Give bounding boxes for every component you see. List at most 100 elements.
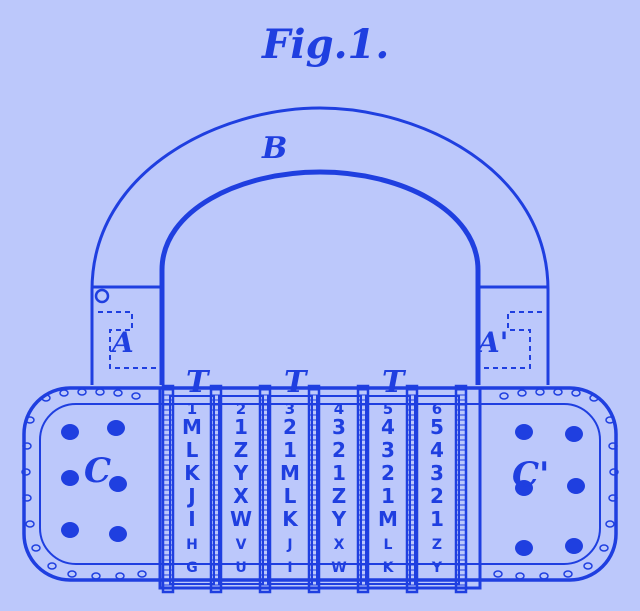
face-hole bbox=[515, 424, 533, 440]
wheel-letter: W bbox=[230, 507, 252, 531]
combination-wheels: 1MLKJIHG21ZYXWVU321MLKJI4321ZYXW54321MLK… bbox=[161, 384, 468, 594]
rivet bbox=[31, 544, 41, 552]
wheel-letter: L bbox=[186, 438, 199, 462]
face-hole bbox=[107, 420, 125, 436]
wheel-letter: V bbox=[236, 537, 247, 553]
rivet bbox=[535, 388, 545, 396]
rivet bbox=[59, 389, 69, 397]
rivet bbox=[517, 389, 527, 397]
wheel-letter: L bbox=[284, 484, 297, 508]
rivet bbox=[77, 388, 87, 396]
wheel bbox=[218, 395, 264, 585]
face-hole bbox=[515, 540, 533, 556]
wheel-letter: 1 bbox=[332, 461, 346, 485]
rivet bbox=[137, 570, 147, 578]
face-hole bbox=[565, 426, 583, 442]
wheel-separator bbox=[454, 384, 468, 594]
rivet bbox=[67, 570, 77, 578]
rivet bbox=[91, 572, 101, 580]
rivet bbox=[539, 572, 549, 580]
wheel-letter: I bbox=[287, 560, 292, 576]
wheel-separator bbox=[209, 384, 223, 594]
wheel bbox=[169, 395, 215, 585]
wheel-top-mark: 2 bbox=[236, 400, 246, 418]
wheel-letter: 3 bbox=[381, 438, 395, 462]
rivet bbox=[113, 389, 123, 397]
socket-details bbox=[98, 311, 542, 369]
rivet bbox=[583, 562, 593, 570]
wheel-letter: G bbox=[186, 560, 198, 576]
wheel-letter: K bbox=[184, 461, 201, 485]
wheel-top-mark: 1 bbox=[187, 400, 197, 418]
face-hole bbox=[61, 470, 79, 486]
shackle bbox=[90, 106, 550, 385]
right-socket-label: A' bbox=[475, 326, 508, 359]
wheel-letter: I bbox=[188, 507, 195, 531]
rivet bbox=[608, 442, 618, 450]
wheel-letter: K bbox=[383, 560, 395, 576]
wheel-letter: Z bbox=[234, 438, 249, 462]
wheel-separator bbox=[161, 384, 175, 594]
wheel-letter: W bbox=[331, 560, 346, 576]
wheel-top-mark: 3 bbox=[285, 400, 295, 418]
wheel-separator bbox=[405, 384, 419, 594]
rivet bbox=[553, 388, 563, 396]
face-hole bbox=[515, 480, 533, 496]
rivet bbox=[605, 520, 615, 528]
rivet bbox=[563, 570, 573, 578]
shackle-label: B bbox=[261, 131, 287, 166]
face-hole bbox=[567, 478, 585, 494]
rivet bbox=[499, 392, 509, 400]
wheel-letter: X bbox=[334, 537, 345, 553]
wheel-letter: Z bbox=[432, 537, 442, 553]
wheel-letter: 1 bbox=[381, 484, 395, 508]
rivet bbox=[25, 416, 35, 424]
wheel-letter: M bbox=[280, 461, 300, 485]
rivet bbox=[515, 572, 525, 580]
wheel-letter: 2 bbox=[332, 438, 346, 462]
rivet bbox=[47, 562, 57, 570]
wheel-letter: 1 bbox=[283, 438, 297, 462]
wheel-letter: Y bbox=[233, 461, 249, 485]
wheel-letter: M bbox=[182, 415, 202, 439]
right-body-label: C' bbox=[512, 455, 549, 495]
rivet bbox=[589, 394, 599, 402]
wheel-letter: Y bbox=[431, 560, 443, 576]
wheel-letter: J bbox=[186, 484, 195, 508]
rivet bbox=[95, 388, 105, 396]
rivet bbox=[21, 468, 31, 476]
pivot-pin-icon bbox=[94, 288, 110, 304]
rivet bbox=[493, 570, 503, 578]
rivet bbox=[131, 392, 141, 400]
wheel-letter: 1 bbox=[234, 415, 248, 439]
face-hole bbox=[109, 476, 127, 492]
rivet bbox=[605, 416, 615, 424]
wheel-letter: J bbox=[286, 537, 292, 553]
wheel-top-mark: 5 bbox=[383, 400, 393, 418]
face-hole bbox=[109, 526, 127, 542]
wheel-letter: L bbox=[384, 537, 393, 553]
rivet bbox=[41, 394, 51, 402]
rivet bbox=[22, 442, 32, 450]
wheel bbox=[414, 395, 460, 585]
wheel-letter: 5 bbox=[430, 415, 444, 439]
tumbler-mark: T bbox=[382, 365, 407, 400]
wheel-letter: 2 bbox=[283, 415, 297, 439]
wheel-separator bbox=[307, 384, 321, 594]
rivet bbox=[608, 494, 618, 502]
face-hole bbox=[565, 538, 583, 554]
left-body-label: C bbox=[84, 451, 111, 491]
wheel-letter: 1 bbox=[430, 507, 444, 531]
wheel-letter: 4 bbox=[381, 415, 395, 439]
rivet bbox=[25, 520, 35, 528]
wheel-letter: 4 bbox=[430, 438, 444, 462]
wheel-letter: Z bbox=[332, 484, 347, 508]
wheel-top-mark: 4 bbox=[334, 400, 344, 418]
rivet bbox=[599, 544, 609, 552]
wheel-letter: 3 bbox=[332, 415, 346, 439]
rivet bbox=[115, 572, 125, 580]
face-hole bbox=[61, 424, 79, 440]
tumbler-mark: T bbox=[284, 365, 309, 400]
wheel-separator bbox=[258, 384, 272, 594]
